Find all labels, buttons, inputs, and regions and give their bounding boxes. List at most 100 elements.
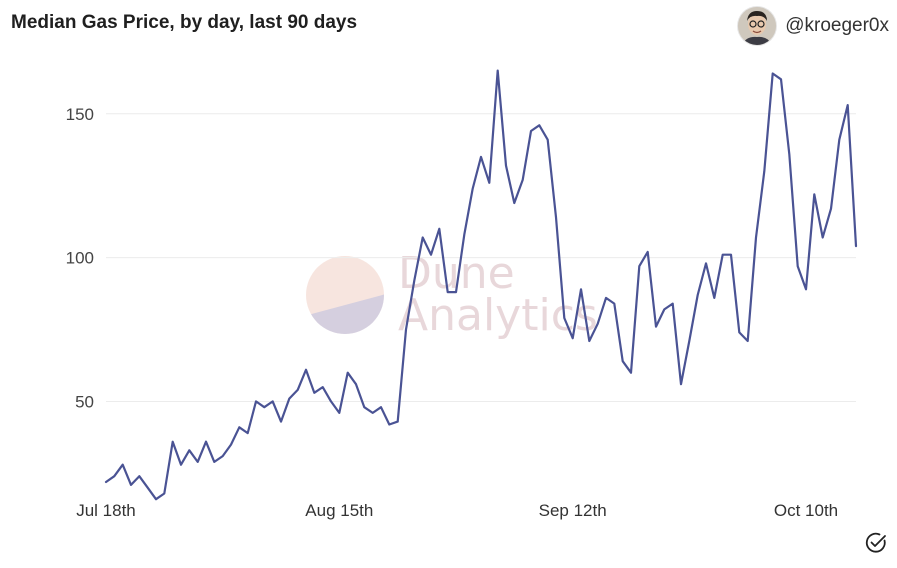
data-point[interactable] — [285, 395, 293, 403]
data-point[interactable] — [244, 429, 252, 437]
data-point[interactable] — [727, 251, 735, 259]
data-point[interactable] — [194, 458, 202, 466]
data-point[interactable] — [777, 75, 785, 83]
data-point[interactable] — [210, 458, 218, 466]
data-point[interactable] — [660, 305, 668, 313]
data-point[interactable] — [160, 489, 168, 497]
data-point[interactable] — [502, 162, 510, 170]
data-point[interactable] — [694, 291, 702, 299]
data-point[interactable] — [769, 70, 777, 78]
data-point[interactable] — [319, 383, 327, 391]
data-point[interactable] — [619, 357, 627, 365]
data-point[interactable] — [494, 67, 502, 75]
data-point[interactable] — [610, 300, 618, 308]
data-point[interactable] — [477, 153, 485, 161]
data-point[interactable] — [744, 337, 752, 345]
data-point[interactable] — [844, 101, 852, 109]
data-point[interactable] — [685, 337, 693, 345]
data-point[interactable] — [360, 403, 368, 411]
data-point[interactable] — [394, 418, 402, 426]
data-point[interactable] — [535, 121, 543, 129]
check-circle-icon[interactable] — [864, 531, 888, 555]
data-point[interactable] — [460, 231, 468, 239]
data-point[interactable] — [560, 314, 568, 322]
data-point[interactable] — [260, 403, 268, 411]
data-point[interactable] — [669, 300, 677, 308]
data-point[interactable] — [185, 446, 193, 454]
data-point[interactable] — [760, 167, 768, 175]
data-point[interactable] — [252, 397, 260, 405]
data-point[interactable] — [427, 251, 435, 259]
data-point[interactable] — [627, 369, 635, 377]
data-point[interactable] — [102, 478, 110, 486]
data-point[interactable] — [344, 369, 352, 377]
x-tick-label: Aug 15th — [305, 501, 373, 520]
data-point[interactable] — [435, 225, 443, 233]
data-point[interactable] — [327, 397, 335, 405]
data-point[interactable] — [410, 277, 418, 285]
data-point[interactable] — [385, 420, 393, 428]
data-point[interactable] — [827, 205, 835, 213]
data-point[interactable] — [677, 380, 685, 388]
data-point[interactable] — [119, 461, 127, 469]
user-badge[interactable]: @kroeger0x — [738, 6, 889, 46]
data-point[interactable] — [602, 294, 610, 302]
data-point[interactable] — [135, 472, 143, 480]
data-point[interactable] — [810, 190, 818, 198]
data-point[interactable] — [577, 285, 585, 293]
data-point[interactable] — [485, 179, 493, 187]
data-point[interactable] — [352, 380, 360, 388]
data-point[interactable] — [235, 423, 243, 431]
data-point[interactable] — [444, 288, 452, 296]
data-point[interactable] — [369, 409, 377, 417]
y-axis: 50 100 150 — [66, 105, 94, 412]
data-point[interactable] — [652, 323, 660, 331]
data-point[interactable] — [177, 461, 185, 469]
data-point[interactable] — [710, 294, 718, 302]
data-point[interactable] — [835, 136, 843, 144]
data-point[interactable] — [702, 259, 710, 267]
data-point[interactable] — [277, 418, 285, 426]
data-point[interactable] — [402, 326, 410, 334]
data-point[interactable] — [302, 366, 310, 374]
data-point[interactable] — [794, 262, 802, 270]
avatar-portrait-icon — [738, 7, 777, 45]
data-point[interactable] — [585, 337, 593, 345]
data-point[interactable] — [852, 242, 860, 250]
data-point[interactable] — [227, 441, 235, 449]
data-point[interactable] — [335, 409, 343, 417]
data-point[interactable] — [644, 248, 652, 256]
data-point[interactable] — [802, 285, 810, 293]
data-point[interactable] — [552, 213, 560, 221]
data-point[interactable] — [635, 262, 643, 270]
data-point[interactable] — [510, 199, 518, 207]
data-point[interactable] — [785, 150, 793, 158]
data-point[interactable] — [519, 176, 527, 184]
data-point[interactable] — [219, 452, 227, 460]
data-point[interactable] — [569, 334, 577, 342]
data-point[interactable] — [452, 288, 460, 296]
data-point[interactable] — [310, 389, 318, 397]
data-point[interactable] — [752, 233, 760, 241]
avatar[interactable] — [738, 7, 777, 45]
data-point[interactable] — [202, 438, 210, 446]
data-point[interactable] — [819, 233, 827, 241]
data-point[interactable] — [377, 403, 385, 411]
data-point[interactable] — [269, 397, 277, 405]
data-point[interactable] — [152, 495, 160, 503]
data-point[interactable] — [144, 484, 152, 492]
x-tick-label: Oct 10th — [774, 501, 838, 520]
data-point[interactable] — [110, 472, 118, 480]
data-point[interactable] — [127, 481, 135, 489]
data-point[interactable] — [544, 136, 552, 144]
data-point[interactable] — [735, 328, 743, 336]
data-point[interactable] — [594, 320, 602, 328]
data-point[interactable] — [527, 127, 535, 135]
data-point[interactable] — [719, 251, 727, 259]
data-point[interactable] — [419, 233, 427, 241]
data-point[interactable] — [169, 438, 177, 446]
data-point[interactable] — [294, 386, 302, 394]
data-point[interactable] — [469, 185, 477, 193]
user-handle[interactable]: @kroeger0x — [785, 15, 889, 36]
series-line[interactable] — [104, 69, 858, 501]
